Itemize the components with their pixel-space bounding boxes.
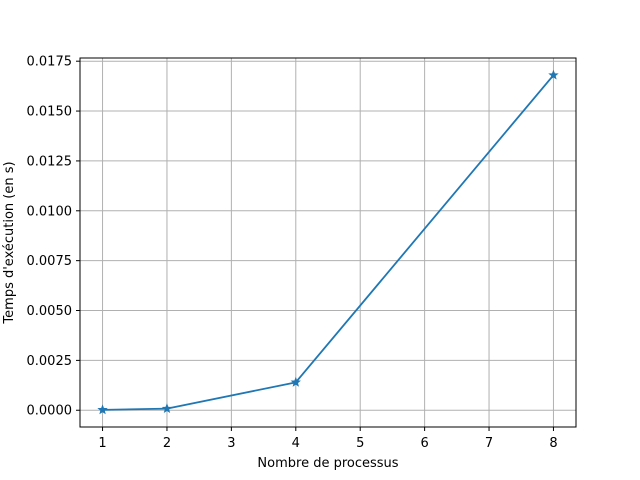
- axis-ticks: 1 2 3 4 5 6 7 8 0.0000 0.0025 0.0050 0.0075 0.0100 0.…: [27, 55, 558, 451]
- plot-frame: [79, 57, 577, 428]
- y-tick-label: 0.0050: [27, 304, 73, 319]
- x-tick-label: 1: [98, 436, 106, 451]
- data-point-marker: [290, 376, 301, 387]
- data-point-marker: [97, 404, 108, 415]
- x-tick-label: 4: [292, 436, 300, 451]
- y-tick-label: 0.0175: [27, 55, 73, 70]
- y-tick-label: 0.0125: [27, 154, 73, 169]
- x-axis-label: Nombre de processus: [257, 456, 398, 471]
- x-tick-label: 8: [549, 436, 557, 451]
- x-tick-label: 6: [420, 436, 428, 451]
- grid: [80, 58, 576, 427]
- data-series: [97, 69, 559, 415]
- x-tick-label: 3: [227, 436, 235, 451]
- data-point-marker: [548, 69, 559, 80]
- y-tick-label: 0.0075: [27, 254, 73, 269]
- x-tick-label: 5: [356, 436, 364, 451]
- y-tick-label: 0.0150: [27, 105, 73, 120]
- x-tick-label: 7: [485, 436, 493, 451]
- x-tick-label: 2: [163, 436, 171, 451]
- y-tick-label: 0.0025: [27, 354, 73, 369]
- y-tick-label: 0.0100: [27, 204, 73, 219]
- series-line: [102, 74, 555, 411]
- data-point-marker: [161, 403, 173, 414]
- y-axis-label: Temps d'exécution (en s): [2, 161, 17, 324]
- y-tick-label: 0.0000: [27, 404, 73, 419]
